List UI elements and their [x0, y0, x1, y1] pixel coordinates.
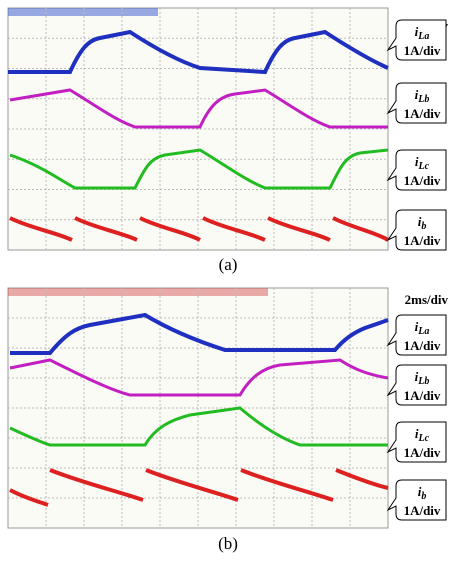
panel-label: (a) — [219, 255, 238, 274]
trace-scale: 1A/div — [404, 233, 441, 248]
scope-header — [8, 288, 268, 296]
time-scale: 2ms/div — [405, 292, 449, 307]
scope-header — [8, 8, 158, 16]
trace-scale: 1A/div — [404, 388, 441, 403]
trace-scale: 1A/div — [404, 445, 441, 460]
trace-subscript: b — [421, 491, 426, 502]
trace-subscript: Lc — [418, 433, 430, 444]
trace-subscript: Lc — [418, 161, 430, 172]
trace-scale: 1A/div — [404, 106, 441, 121]
trace-subscript: La — [417, 326, 429, 337]
panel-label: (b) — [218, 534, 238, 553]
trace-subscript: Lb — [417, 376, 429, 387]
trace-subscript: b — [421, 221, 426, 232]
trace-subscript: Lb — [417, 94, 429, 105]
scope-panel — [8, 8, 388, 250]
scope-panel — [8, 288, 388, 528]
trace-scale: 1A/div — [404, 503, 441, 518]
trace-scale: 1A/div — [404, 43, 441, 58]
trace-scale: 1A/div — [404, 173, 441, 188]
trace-scale: 1A/div — [404, 338, 441, 353]
figure: (a)2ms/diviLa1A/diviLb1A/diviLc1A/divib1… — [0, 0, 450, 559]
trace-subscript: La — [417, 31, 429, 42]
